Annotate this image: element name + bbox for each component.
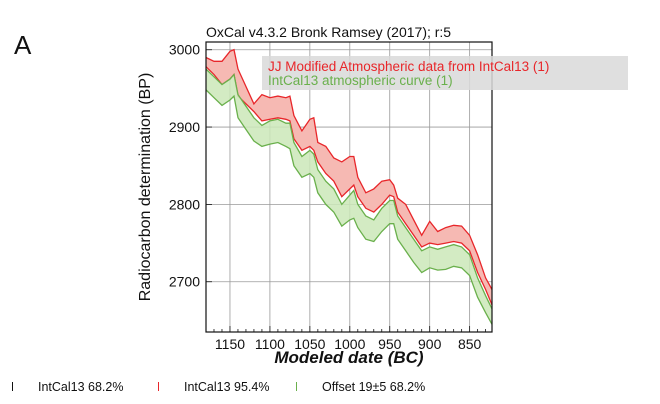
legend: JJ Modified Atmospheric data from IntCal…	[262, 56, 628, 90]
series-areas	[205, 48, 493, 325]
series-band-0	[206, 49, 492, 305]
legend-box	[262, 56, 628, 90]
bottom-legend-label: IntCal13 68.2%	[38, 380, 124, 394]
grid-lines	[206, 42, 492, 332]
x-tick-label: 1150	[215, 336, 245, 352]
series-lower-line-0	[205, 66, 493, 306]
x-axis-label: Modeled date (BC)	[274, 348, 424, 367]
x-tick-label: 850	[458, 336, 482, 352]
y-tick-label: 3000	[169, 42, 200, 58]
y-tick-label: 2700	[169, 274, 200, 290]
x-tick-label: 950	[378, 336, 402, 352]
legend-entry-1: IntCal13 atmospheric curve (1)	[268, 73, 453, 88]
y-tick-label: 2900	[169, 119, 200, 135]
y-tick-label: 2800	[169, 196, 200, 212]
series-upper-line-0	[205, 48, 493, 290]
x-tick-label: 1100	[255, 336, 285, 352]
plot-frame	[205, 41, 493, 333]
bottom-legend-label: Offset 19±5 68.2%	[322, 380, 426, 394]
y-axis-label: Radiocarbon determination (BP)	[137, 73, 154, 302]
legend-marker	[158, 382, 159, 391]
legend-marker	[12, 382, 13, 391]
legend-entry-0: JJ Modified Atmospheric data from IntCal…	[268, 59, 549, 74]
x-tick-label: 1050	[294, 336, 325, 352]
x-tick-label: 900	[418, 336, 442, 352]
legend-marker	[296, 382, 297, 391]
bottom-legend-label: IntCal13 95.4%	[184, 380, 270, 394]
panel-label: A	[14, 30, 32, 60]
series-upper-line-1	[205, 68, 493, 310]
axis-ticks: 1150 1100 1050 1000 950 900 850 2700 2800 2900 300…	[169, 42, 487, 352]
chart-title: OxCal v4.3.2 Bronk Ramsey (2017); r:5	[206, 24, 451, 40]
series-lower-line-1	[205, 89, 493, 325]
x-tick-label: 1000	[334, 336, 365, 352]
